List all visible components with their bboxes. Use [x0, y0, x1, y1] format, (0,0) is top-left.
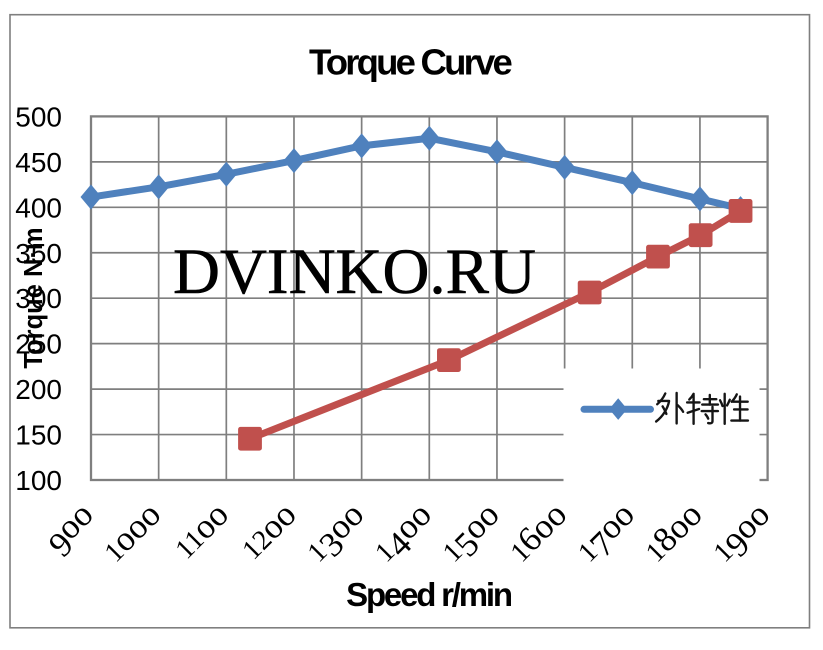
- svg-text:100: 100: [15, 465, 62, 496]
- svg-text:150: 150: [15, 420, 62, 451]
- svg-text:14oo: 14oo: [364, 495, 444, 575]
- svg-text:500: 500: [15, 101, 62, 132]
- svg-text:250: 250: [15, 329, 62, 360]
- svg-text:Torque N·m: Torque N·m: [20, 227, 48, 368]
- svg-text:18oo: 18oo: [635, 495, 710, 570]
- svg-text:19oo: 19oo: [703, 495, 783, 575]
- svg-text:400: 400: [15, 192, 62, 223]
- svg-text:350: 350: [15, 238, 62, 269]
- svg-text:450: 450: [15, 147, 62, 178]
- svg-text:300: 300: [15, 283, 62, 314]
- svg-text:1ooo: 1ooo: [94, 495, 169, 570]
- svg-text:200: 200: [15, 374, 62, 405]
- svg-text:Speed r/min: Speed r/min: [346, 576, 512, 613]
- svg-text:Torque Curve: Torque Curve: [309, 42, 512, 83]
- svg-text:DVINKO.RU: DVINKO.RU: [173, 236, 536, 308]
